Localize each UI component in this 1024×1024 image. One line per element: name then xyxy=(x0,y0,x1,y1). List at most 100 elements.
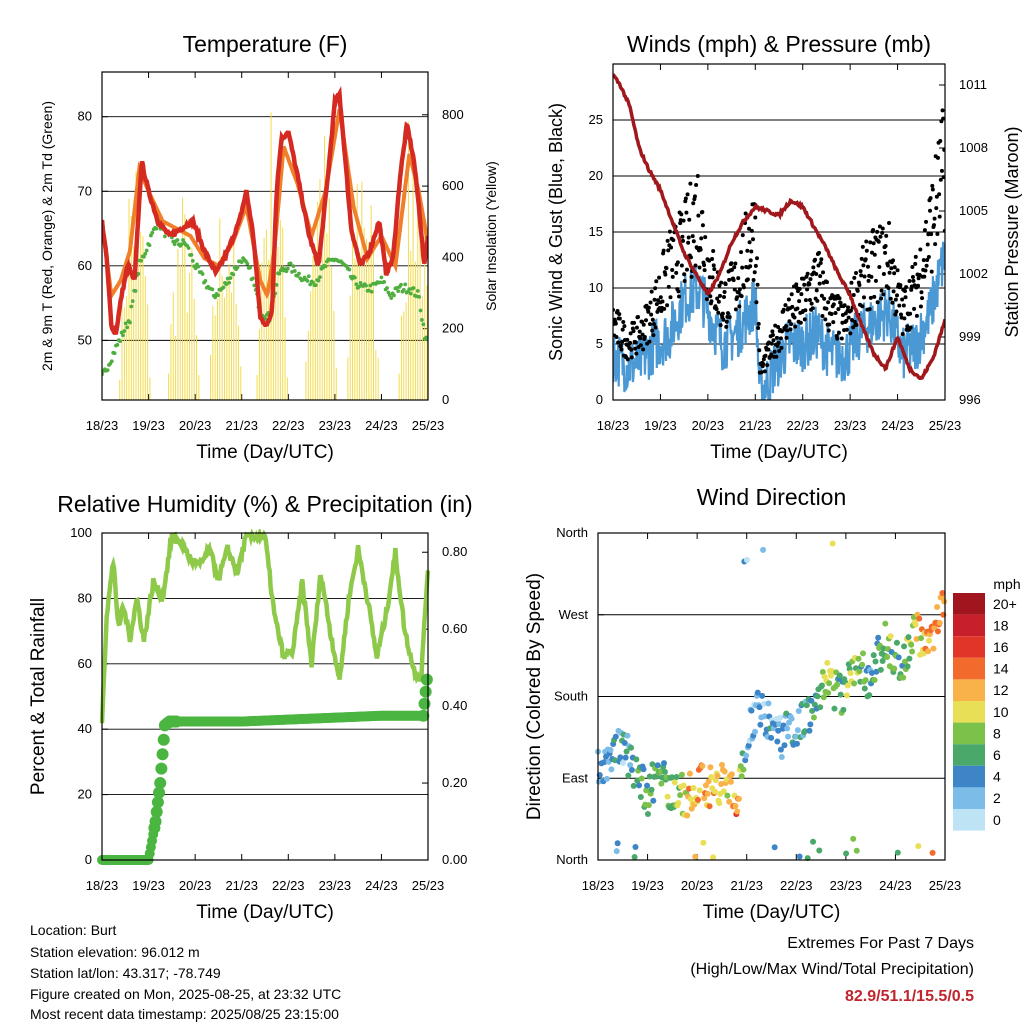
gust-point xyxy=(924,263,929,268)
direction-point xyxy=(895,654,902,661)
gust-point xyxy=(922,274,927,279)
gust-point xyxy=(859,256,864,261)
dewpoint-point xyxy=(228,276,233,280)
x-tick-label: 23/23 xyxy=(834,418,867,433)
direction-point xyxy=(765,700,772,707)
gust-point xyxy=(688,181,693,186)
dewpoint-point xyxy=(407,287,412,292)
gust-point xyxy=(644,318,649,323)
footer-created: Figure created on Mon, 2025-08-25, at 23… xyxy=(30,986,342,1002)
dewpoint-point xyxy=(352,275,357,280)
x-tick-label: 24/23 xyxy=(365,878,398,893)
gust-point xyxy=(934,206,939,211)
direction-point xyxy=(711,788,718,795)
y2-tick-label: 0 xyxy=(442,392,449,407)
gust-point xyxy=(769,352,774,357)
gust-point xyxy=(735,295,740,300)
gust-point xyxy=(615,309,620,314)
gust-point xyxy=(681,238,686,243)
direction-point xyxy=(757,721,764,728)
gust-point xyxy=(787,319,792,324)
precip-point xyxy=(151,796,164,809)
direction-point xyxy=(806,727,813,734)
dewpoint-point xyxy=(250,276,255,281)
gust-point xyxy=(684,210,689,215)
gust-point xyxy=(789,322,794,327)
legend-swatch xyxy=(953,765,985,788)
gust-point xyxy=(670,274,675,279)
dewpoint-point xyxy=(221,285,226,290)
direction-point xyxy=(855,655,862,662)
direction-point xyxy=(630,782,637,789)
legend-label: 18 xyxy=(993,617,1009,633)
gust-point xyxy=(786,297,791,302)
gust-point xyxy=(931,223,936,228)
x-tick-label: 25/23 xyxy=(412,418,445,433)
gust-point xyxy=(747,240,752,245)
gust-point xyxy=(880,226,885,231)
gust-point xyxy=(848,308,853,313)
direction-point xyxy=(850,835,857,842)
direction-point xyxy=(871,676,878,683)
direction-point xyxy=(834,681,841,688)
gust-point xyxy=(646,309,651,314)
gust-point xyxy=(617,316,622,321)
dewpoint-point xyxy=(189,252,194,257)
y-tick-label: 20 xyxy=(78,787,92,802)
dewpoint-point xyxy=(369,289,374,294)
direction-point xyxy=(861,685,868,692)
gust-point xyxy=(860,304,865,309)
direction-point xyxy=(721,768,728,775)
direction-point xyxy=(627,761,634,768)
gust-point xyxy=(753,263,758,268)
y-tick-label: 10 xyxy=(589,280,603,295)
direction-point xyxy=(686,785,693,792)
y-axis-label: Percent & Total Rainfall xyxy=(28,598,49,795)
gust-point xyxy=(793,324,798,329)
y2-tick-label: 200 xyxy=(442,321,464,336)
gust-point xyxy=(920,296,925,301)
gust-point xyxy=(911,278,916,283)
gust-point xyxy=(871,241,876,246)
dewpoint-point xyxy=(387,293,392,297)
panel-1: Temperature (F) 18/23 19/23 20/23 21/23 22/23… xyxy=(39,31,499,463)
x-tick-label: 22/23 xyxy=(272,418,305,433)
direction-point xyxy=(648,786,655,793)
gust-point xyxy=(794,282,799,287)
gust-point xyxy=(818,261,823,266)
direction-point xyxy=(601,759,608,766)
direction-point xyxy=(887,633,894,640)
direction-point xyxy=(778,754,785,761)
gust-point xyxy=(898,312,903,317)
gust-point xyxy=(819,257,824,262)
gust-point xyxy=(669,245,674,250)
direction-point xyxy=(894,849,901,856)
chart-title: Relative Humidity (%) & Precipitation (i… xyxy=(57,491,472,517)
y-tick-label: 0 xyxy=(85,852,92,867)
gust-point xyxy=(863,257,868,262)
direction-point xyxy=(824,659,831,666)
direction-point xyxy=(623,748,630,755)
gust-point xyxy=(824,306,829,311)
direction-point xyxy=(738,773,745,780)
gust-point xyxy=(662,306,667,311)
gust-point xyxy=(881,292,886,297)
dewpoint-point xyxy=(133,289,138,293)
gust-point xyxy=(691,201,696,206)
legend-label: 10 xyxy=(993,704,1009,720)
precip-point xyxy=(155,762,168,775)
gust-point xyxy=(685,192,690,197)
precip-point xyxy=(417,709,430,722)
gust-point xyxy=(891,258,896,263)
direction-point xyxy=(859,661,866,668)
gust-point xyxy=(686,235,691,240)
dewpoint-point xyxy=(144,248,149,253)
gust-point xyxy=(778,336,783,341)
legend-swatch xyxy=(953,787,985,809)
gust-point xyxy=(928,208,933,213)
gust-point xyxy=(668,295,673,300)
extremes-title: Extremes For Past 7 Days xyxy=(787,935,974,952)
gust-point xyxy=(752,270,757,275)
gust-point xyxy=(837,296,842,301)
dewpoint-point xyxy=(210,287,215,292)
